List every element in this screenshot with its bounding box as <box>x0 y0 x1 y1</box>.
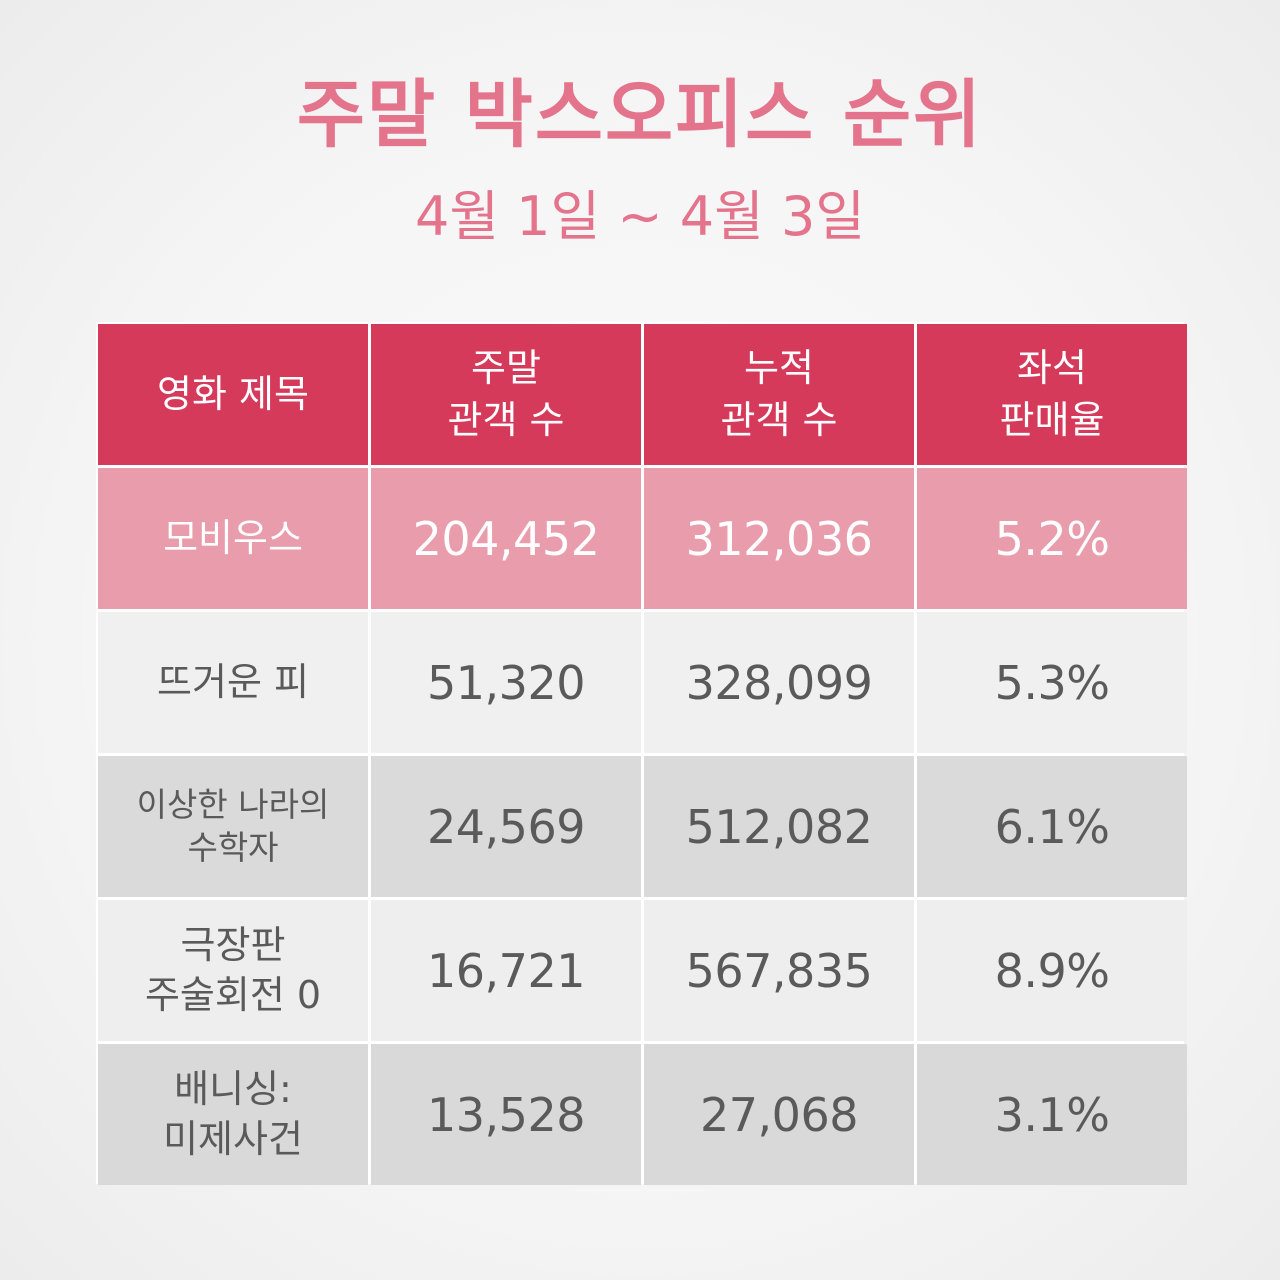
seat-sales-rate: 6.1% <box>917 756 1187 897</box>
weekend-audience: 51,320 <box>371 612 641 753</box>
cumulative-audience: 328,099 <box>644 612 914 753</box>
movie-title: 뜨거운 피 <box>98 612 368 753</box>
column-header-title: 영화 제목 <box>98 324 368 465</box>
box-office-table: 영화 제목 주말 관객 수 누적 관객 수 좌석 판매율 모비우스 204,45… <box>96 322 1187 1185</box>
cumulative-audience: 312,036 <box>644 468 914 609</box>
weekend-audience: 204,452 <box>371 468 641 609</box>
movie-title: 모비우스 <box>98 468 368 609</box>
cumulative-audience: 27,068 <box>644 1044 914 1185</box>
seat-sales-rate: 5.3% <box>917 612 1187 753</box>
movie-title: 이상한 나라의 수학자 <box>98 756 368 897</box>
date-range-subtitle: 4월 1일 ~ 4월 3일 <box>414 185 866 248</box>
seat-sales-rate: 3.1% <box>917 1044 1187 1185</box>
column-header-seat-sales-rate: 좌석 판매율 <box>917 324 1187 465</box>
movie-title: 극장판 주술회전 0 <box>98 900 368 1041</box>
column-header-weekend-audience: 주말 관객 수 <box>371 324 641 465</box>
cumulative-audience: 567,835 <box>644 900 914 1041</box>
seat-sales-rate: 8.9% <box>917 900 1187 1041</box>
cumulative-audience: 512,082 <box>644 756 914 897</box>
weekend-audience: 13,528 <box>371 1044 641 1185</box>
weekend-audience: 16,721 <box>371 900 641 1041</box>
movie-title: 배니싱: 미제사건 <box>98 1044 368 1185</box>
seat-sales-rate: 5.2% <box>917 468 1187 609</box>
page-title: 주말 박스오피스 순위 <box>296 72 984 158</box>
weekend-audience: 24,569 <box>371 756 641 897</box>
column-header-cumulative-audience: 누적 관객 수 <box>644 324 914 465</box>
